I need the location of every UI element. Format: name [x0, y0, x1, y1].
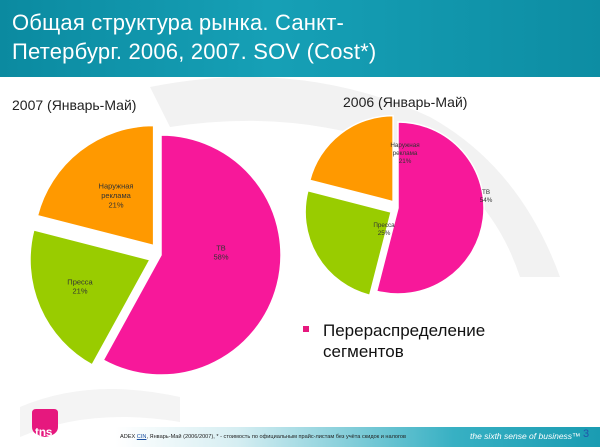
svg-text:ТВ: ТВ — [216, 243, 226, 252]
legend-text-line-1: Перераспределение — [323, 321, 486, 340]
pie-2006-slice-tv — [375, 121, 485, 295]
legend-text: Перераспределение сегментов — [323, 320, 485, 362]
source-link[interactable]: CIN — [136, 434, 147, 440]
source-footnote: ADEX CIN, Январь-Май (2006/2007), * - ст… — [120, 434, 406, 440]
pie-2007-slice-press — [29, 229, 152, 366]
pie-2007-slice-outdoor — [36, 124, 155, 247]
svg-text:реклама: реклама — [393, 150, 418, 157]
slide-title-line-1: Общая структура рынка. Санкт- — [12, 10, 345, 35]
pie-2007-slice-tv — [102, 134, 282, 376]
svg-text:54%: 54% — [480, 197, 493, 204]
logo-text: tns — [35, 425, 53, 439]
svg-text:21%: 21% — [108, 200, 123, 209]
source-rest: , Январь-Май (2006/2007), * - стоимость … — [146, 434, 407, 440]
svg-text:21%: 21% — [72, 287, 87, 296]
footer-bar — [115, 427, 600, 447]
svg-text:21%: 21% — [399, 158, 412, 165]
svg-text:реклама: реклама — [101, 191, 131, 200]
svg-text:58%: 58% — [213, 253, 228, 262]
title-banner: Общая структура рынка. Санкт- Петербург.… — [0, 0, 600, 77]
svg-text:ТВ: ТВ — [482, 189, 490, 196]
source-prefix: ADEX — [120, 434, 137, 440]
svg-text:Пресса: Пресса — [373, 222, 395, 229]
pie-2006-slice-outdoor — [308, 114, 394, 203]
page-number: 3 — [583, 428, 590, 440]
legend-text-line-2: сегментов — [323, 342, 404, 361]
chart-title-2007: 2007 (Январь-Май) — [12, 97, 137, 113]
svg-text:25%: 25% — [378, 230, 391, 237]
bullet-icon — [303, 326, 309, 332]
pie-2006-slice-press — [304, 189, 393, 297]
svg-text:Наружная: Наружная — [390, 142, 419, 149]
tns-logo-icon — [32, 409, 58, 437]
slide-title: Общая структура рынка. Санкт- Петербург.… — [12, 8, 572, 66]
slide-title-line-2: Петербург. 2006, 2007. SOV (Cost*) — [12, 39, 377, 64]
svg-text:Наружная: Наружная — [99, 182, 134, 191]
chart-title-2006: 2006 (Январь-Май) — [343, 94, 468, 110]
svg-text:Пресса: Пресса — [67, 277, 93, 286]
tagline: the sixth sense of business™ — [470, 431, 581, 441]
